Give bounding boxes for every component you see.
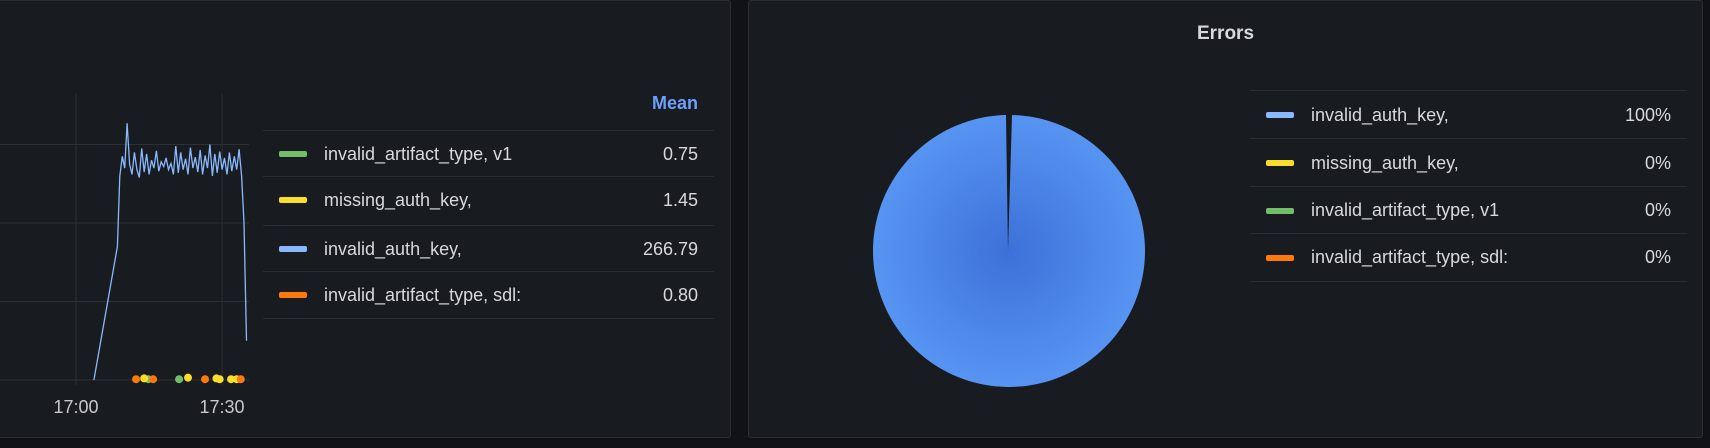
legend-item[interactable]: invalid_artifact_type, v1 0.75 xyxy=(263,130,714,177)
x-tick-label: 17:00 xyxy=(53,397,98,417)
panel-title: Errors xyxy=(1196,23,1255,44)
series-point xyxy=(149,375,158,384)
legend-series-name: missing_auth_key, xyxy=(324,189,472,210)
series-point xyxy=(140,374,149,383)
legend-percent-value: 0% xyxy=(1644,247,1671,267)
legend-item[interactable]: invalid_artifact_type, sdl: 0.80 xyxy=(263,271,714,319)
legend-item[interactable]: invalid_auth_key, 266.79 xyxy=(263,225,714,272)
legend-series-name: invalid_artifact_type, v1 xyxy=(324,143,513,164)
series-point xyxy=(215,375,224,384)
legend-item[interactable]: missing_auth_key, 0% xyxy=(1250,138,1687,187)
timeseries-plot: 17:00 17:30 xyxy=(0,94,249,417)
timeseries-legend: Mean invalid_artifact_type, v1 0.75 missi… xyxy=(263,1,714,331)
legend-series-name: invalid_auth_key, xyxy=(324,238,462,259)
legend-series-name: missing_auth_key, xyxy=(1311,152,1459,173)
pie-chart xyxy=(873,115,1145,387)
series-color-swatch xyxy=(1266,207,1294,214)
legend-series-name: invalid_auth_key, xyxy=(1311,104,1449,125)
pie-legend: invalid_auth_key, 100% missing_auth_key, 0… xyxy=(1250,1,1687,301)
legend-percent-value: 0% xyxy=(1644,200,1671,220)
legend-header-mean[interactable]: Mean xyxy=(651,93,698,113)
legend-mean-value: 266.79 xyxy=(642,238,698,259)
series-color-swatch xyxy=(279,197,307,203)
legend-item[interactable]: invalid_auth_key, 100% xyxy=(1250,90,1687,139)
series-color-swatch xyxy=(1266,160,1294,166)
legend-percent-value: 100% xyxy=(1624,104,1671,125)
series-point xyxy=(227,375,236,384)
legend-mean-value: 0.80 xyxy=(662,284,698,305)
series-point xyxy=(184,373,193,382)
pie-slice-invalid-auth-key[interactable] xyxy=(873,115,1145,387)
series-point xyxy=(132,375,141,384)
x-tick-label: 17:30 xyxy=(199,397,244,417)
legend-series-name: invalid_artifact_type, sdl: xyxy=(324,284,522,305)
legend-mean-value: 1.45 xyxy=(662,189,698,210)
series-point xyxy=(201,375,210,384)
legend-item[interactable]: invalid_artifact_type, sdl: 0% xyxy=(1250,233,1687,282)
series-color-swatch xyxy=(1266,112,1294,118)
series-line xyxy=(93,123,248,381)
legend-series-name: invalid_artifact_type, sdl: xyxy=(1311,247,1509,267)
pie-panel: Errors invalid_auth_key, 100% missing_aut… xyxy=(748,0,1703,438)
timeseries-panel: 17:00 17:30 Mean invalid_artifact_type, … xyxy=(0,0,731,438)
legend-series-name: invalid_artifact_type, v1 xyxy=(1311,200,1500,220)
series-color-swatch xyxy=(279,292,307,298)
legend-item[interactable]: invalid_artifact_type, v1 0% xyxy=(1250,186,1687,234)
series-color-swatch xyxy=(279,151,307,157)
series-point xyxy=(175,375,184,384)
legend-percent-value: 0% xyxy=(1644,152,1671,173)
series-color-swatch xyxy=(1266,254,1294,261)
series-color-swatch xyxy=(279,246,307,252)
legend-mean-value: 0.75 xyxy=(662,143,698,164)
series-point xyxy=(236,375,245,384)
legend-item[interactable]: missing_auth_key, 1.45 xyxy=(263,176,714,223)
